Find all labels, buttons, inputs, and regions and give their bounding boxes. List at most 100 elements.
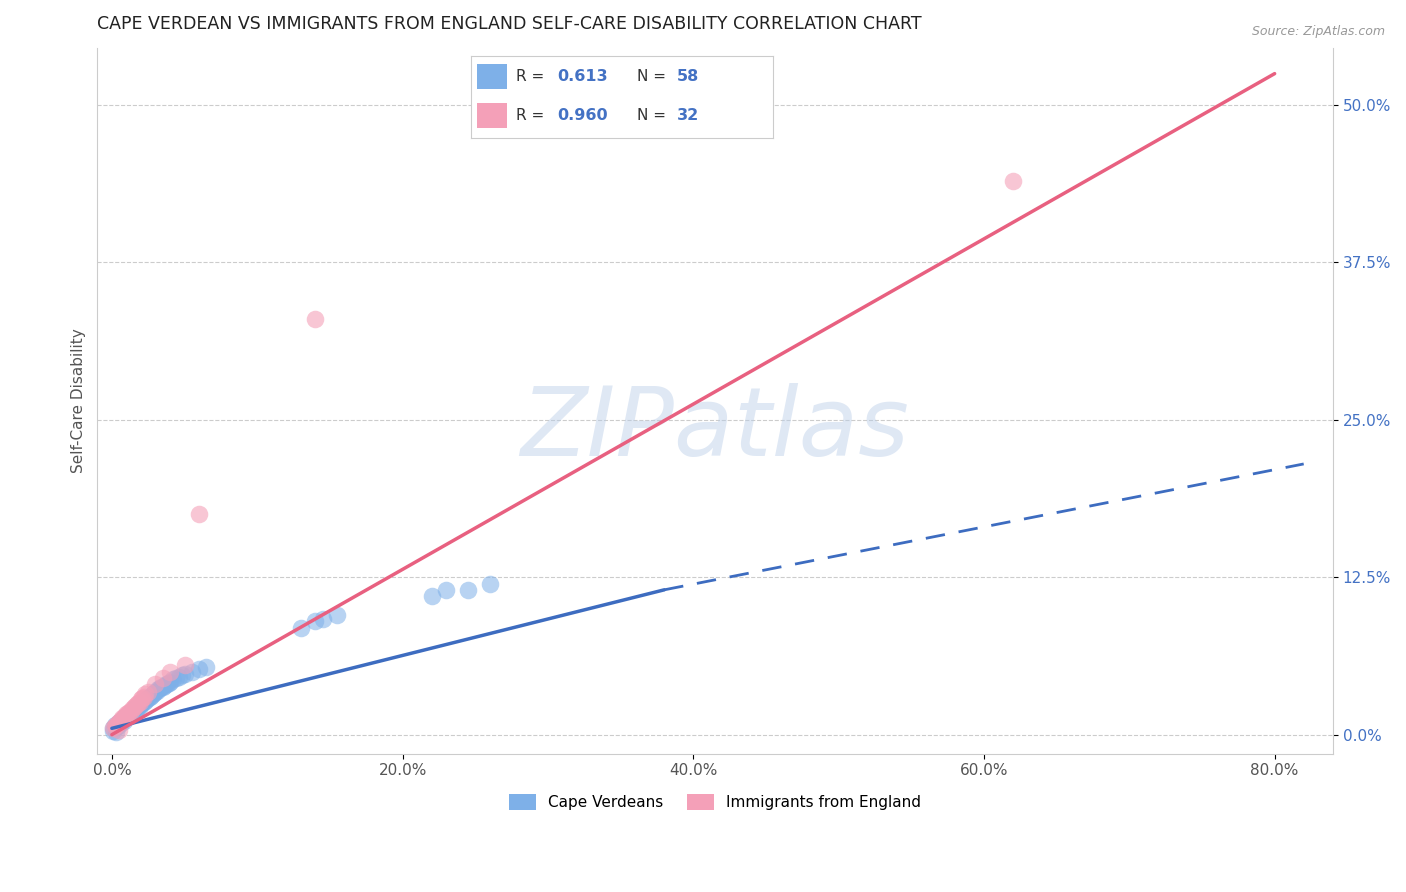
Point xyxy=(127,696,149,710)
Point xyxy=(142,687,165,701)
Point xyxy=(111,711,134,725)
Point xyxy=(108,714,131,729)
Point xyxy=(112,710,135,724)
Point xyxy=(120,704,142,718)
Point xyxy=(131,696,153,710)
Point xyxy=(138,690,160,704)
Point xyxy=(145,677,167,691)
Point xyxy=(149,681,172,695)
Point xyxy=(110,713,132,727)
Text: N =: N = xyxy=(637,70,666,84)
Point xyxy=(105,720,128,734)
Point xyxy=(311,612,333,626)
Point xyxy=(188,662,211,676)
Point xyxy=(125,701,148,715)
Text: 0.613: 0.613 xyxy=(557,70,607,84)
Point xyxy=(167,670,190,684)
Point xyxy=(122,700,145,714)
Point xyxy=(134,687,156,701)
Point xyxy=(162,672,184,686)
Point xyxy=(107,716,129,731)
Point xyxy=(326,607,349,622)
Text: R =: R = xyxy=(516,108,544,123)
Y-axis label: Self-Care Disability: Self-Care Disability xyxy=(72,328,86,474)
Point xyxy=(114,708,136,723)
Point xyxy=(131,691,153,706)
Point xyxy=(103,722,125,736)
Point xyxy=(108,723,131,737)
Point xyxy=(165,671,187,685)
Point xyxy=(457,582,479,597)
Bar xyxy=(477,103,508,128)
Point xyxy=(148,682,170,697)
Point xyxy=(118,707,141,722)
Point xyxy=(159,665,181,679)
Point xyxy=(153,679,176,693)
Point xyxy=(478,576,501,591)
Point xyxy=(110,716,132,731)
Point xyxy=(290,621,312,635)
Point xyxy=(157,676,180,690)
Point xyxy=(1001,174,1024,188)
Text: CAPE VERDEAN VS IMMIGRANTS FROM ENGLAND SELF-CARE DISABILITY CORRELATION CHART: CAPE VERDEAN VS IMMIGRANTS FROM ENGLAND … xyxy=(97,15,922,33)
Point xyxy=(180,665,202,679)
Point xyxy=(156,677,179,691)
Point xyxy=(103,722,125,736)
Point xyxy=(304,615,326,629)
Point xyxy=(108,714,131,729)
Point xyxy=(129,698,152,712)
Point xyxy=(107,719,129,733)
Point xyxy=(195,659,218,673)
Point xyxy=(143,686,166,700)
Point xyxy=(117,706,139,721)
Point xyxy=(115,708,138,723)
Point xyxy=(105,725,128,739)
Point xyxy=(434,582,457,597)
Point xyxy=(159,674,181,689)
Point xyxy=(173,658,195,673)
Point xyxy=(155,677,177,691)
Point xyxy=(173,667,195,681)
Point xyxy=(104,717,127,731)
Text: ZIPatlas: ZIPatlas xyxy=(520,383,910,475)
Point xyxy=(121,702,143,716)
Point xyxy=(120,705,142,719)
Point xyxy=(118,705,141,719)
Point xyxy=(420,589,443,603)
Point xyxy=(114,711,136,725)
Point xyxy=(135,692,157,706)
Point xyxy=(121,706,143,721)
Point xyxy=(124,704,146,718)
Point xyxy=(122,702,145,716)
Point xyxy=(127,700,149,714)
Point xyxy=(112,714,135,728)
Point xyxy=(150,680,173,694)
Point xyxy=(111,713,134,727)
Point xyxy=(128,698,150,713)
Text: 32: 32 xyxy=(676,108,699,123)
Point xyxy=(304,312,326,326)
Point xyxy=(136,691,159,706)
Point xyxy=(105,717,128,731)
Text: 58: 58 xyxy=(676,70,699,84)
Point xyxy=(129,692,152,706)
Point xyxy=(152,680,174,694)
Point xyxy=(115,707,138,722)
Point xyxy=(103,723,125,738)
Text: R =: R = xyxy=(516,70,544,84)
Point xyxy=(125,698,148,712)
Bar xyxy=(477,64,508,89)
Legend: Cape Verdeans, Immigrants from England: Cape Verdeans, Immigrants from England xyxy=(503,789,928,816)
Point xyxy=(188,508,211,522)
Point xyxy=(139,689,162,703)
Point xyxy=(117,710,139,724)
Text: 0.960: 0.960 xyxy=(557,108,607,123)
Point xyxy=(134,693,156,707)
Point xyxy=(152,671,174,685)
Point xyxy=(145,685,167,699)
Point xyxy=(132,690,155,704)
Point xyxy=(124,698,146,713)
Point xyxy=(104,719,127,733)
Point xyxy=(146,683,169,698)
Text: N =: N = xyxy=(637,108,666,123)
